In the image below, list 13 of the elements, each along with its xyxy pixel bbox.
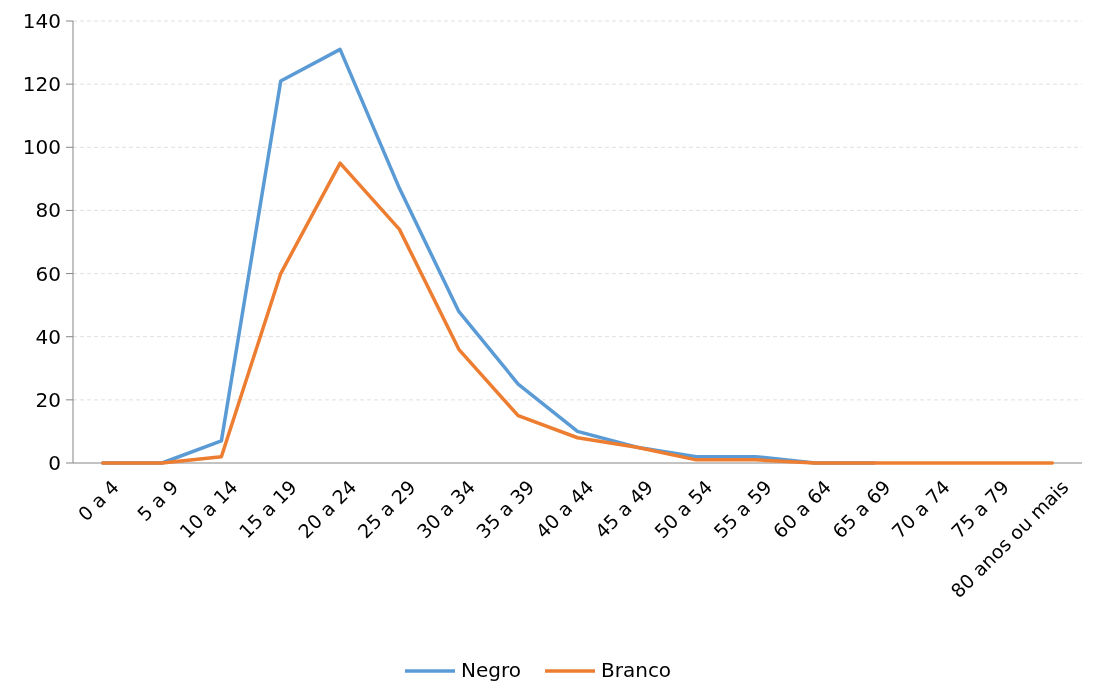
legend-label: Negro <box>461 658 521 682</box>
legend-label: Branco <box>601 658 672 682</box>
y-tick-label: 80 <box>35 198 61 223</box>
y-tick-label: 140 <box>22 9 61 33</box>
y-tick-label: 60 <box>35 261 61 286</box>
line-series <box>100 161 1055 465</box>
y-tick-label: 20 <box>35 387 61 412</box>
y-tick-label: 0 <box>48 451 61 475</box>
y-tick-label: 100 <box>22 135 61 160</box>
y-tick-label: 40 <box>35 324 61 349</box>
y-tick-label: 120 <box>22 72 61 97</box>
x-tick-label: 0 a 4 <box>73 475 123 526</box>
x-tick-label: 5 a 9 <box>132 475 183 526</box>
